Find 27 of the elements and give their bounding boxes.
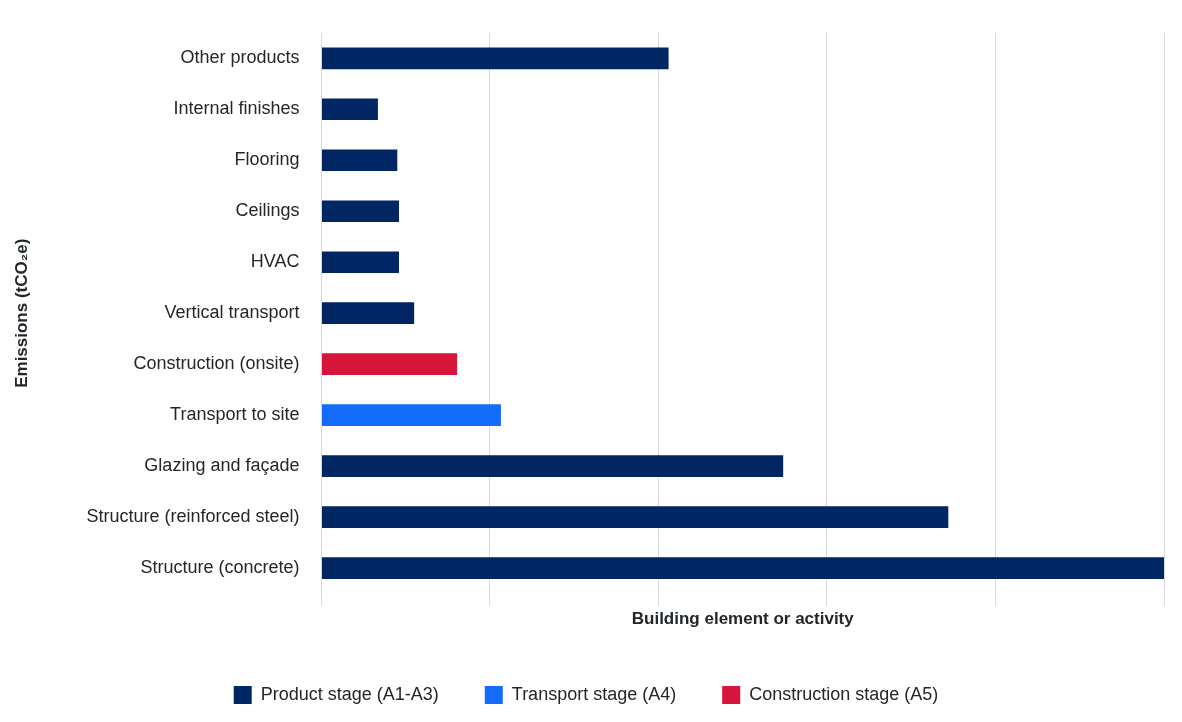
legend-label: Construction stage (A5) [749, 683, 939, 704]
y-tick-label: Structure (reinforced steel) [86, 506, 300, 527]
bar [321, 98, 378, 121]
legend-label: Transport stage (A4) [511, 683, 677, 704]
y-tick-label: Internal finishes [173, 98, 300, 119]
bar [321, 251, 399, 274]
y-tick-label: Vertical transport [164, 302, 300, 323]
bar [321, 47, 669, 70]
y-tick-label: Glazing and façade [144, 455, 300, 476]
bar [321, 404, 501, 426]
bar [321, 200, 399, 223]
y-tick-label: Ceilings [235, 200, 300, 221]
y-axis-title: Emissions (tCO₂e) [11, 238, 31, 388]
y-tick-label: Construction (onsite) [133, 353, 300, 374]
x-axis-title: Building element or activity [631, 609, 855, 629]
y-tick-label: Other products [180, 47, 300, 68]
y-tick-label: Transport to site [170, 404, 300, 425]
y-tick-label: Flooring [234, 149, 300, 170]
bar [321, 149, 398, 172]
bar [321, 557, 1164, 579]
bar [321, 506, 949, 528]
y-tick-label: HVAC [250, 251, 300, 272]
bar [321, 302, 415, 325]
bar [321, 455, 784, 477]
y-tick-label: Structure (concrete) [140, 557, 300, 578]
bar [321, 353, 458, 376]
legend-label: Product stage (A1-A3) [260, 683, 439, 704]
